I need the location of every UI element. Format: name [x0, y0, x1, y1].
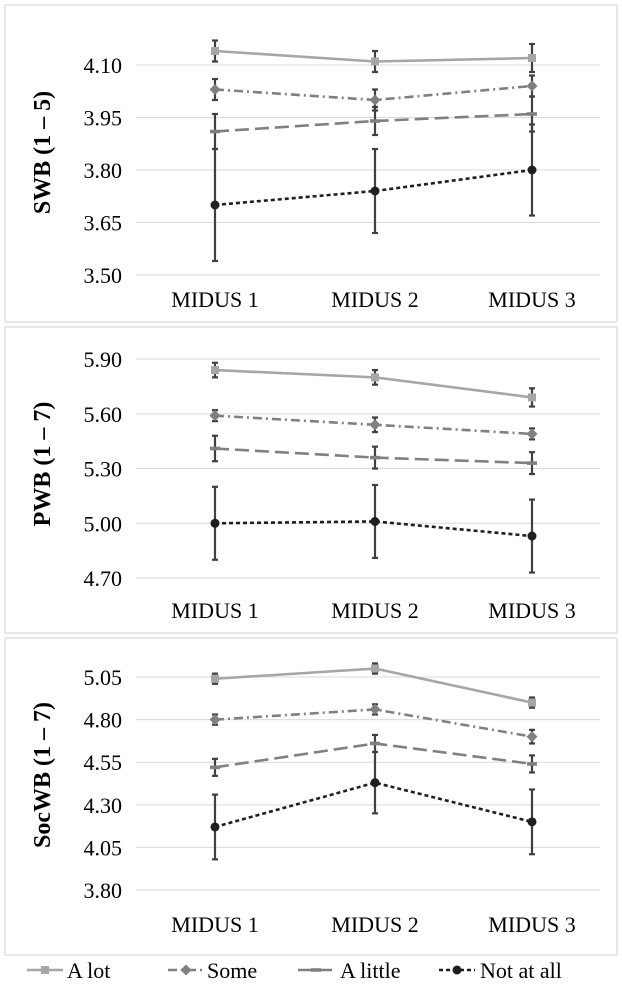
panel-2: 4.70 5.00 5.30 5.60 5.90 MIDUS 1 MIDUS 2 MIDUS …	[4, 326, 618, 634]
legend-item-some: Some	[168, 958, 257, 983]
data-point	[211, 366, 219, 375]
data-point	[209, 84, 221, 95]
legend-label: A lot	[67, 958, 110, 983]
data-point	[210, 129, 220, 134]
data-point	[369, 703, 381, 715]
y-tick-label: 5.60	[84, 402, 123, 427]
data-point	[210, 765, 220, 770]
data-point	[369, 419, 381, 431]
data-point	[211, 47, 219, 55]
series-not-at-all	[210, 123, 537, 263]
panel-frame	[4, 637, 618, 956]
data-point	[527, 817, 537, 827]
y-tick-label: 5.05	[84, 665, 123, 690]
series-a-lot	[211, 361, 536, 408]
y-tick-label: 3.80	[84, 158, 123, 183]
y-axis-title: SWB (1 – 5)	[30, 91, 56, 214]
y-tick-label: 4.30	[84, 793, 123, 818]
data-point	[370, 741, 380, 746]
y-tick-label: 4.80	[84, 708, 123, 733]
y-axis-title: PWB (1 – 7)	[30, 402, 56, 527]
legend-marker	[452, 965, 462, 975]
series-line	[214, 168, 533, 207]
series-line	[214, 781, 533, 829]
series-some	[209, 703, 538, 745]
y-tick-label: 3.50	[84, 263, 123, 288]
legend-item-not-at-all: Not at all	[439, 958, 562, 983]
panel-3: 3.80 4.05 4.30 4.55 4.80 5.05 MIDUS 1 MIDUS 2 MI…	[4, 637, 618, 956]
y-tick-label: 4.70	[84, 566, 123, 591]
y-axis-title: SocWB (1 – 7)	[30, 702, 56, 848]
data-point	[527, 112, 537, 116]
y-tick-label: 3.95	[84, 106, 123, 131]
series-a-little	[210, 95, 537, 151]
y-tick-label: 4.10	[84, 53, 123, 78]
data-point	[528, 698, 536, 707]
data-point	[370, 516, 380, 526]
data-point	[371, 664, 379, 673]
series-not-at-all	[210, 750, 537, 861]
panel-frame	[4, 326, 618, 634]
data-point	[370, 186, 380, 196]
x-tick-label: MIDUS 2	[331, 287, 418, 312]
legend-marker	[311, 968, 321, 972]
y-tick-label: 5.00	[84, 511, 123, 536]
x-tick-label: MIDUS 1	[171, 287, 258, 312]
series-a-lot	[211, 662, 536, 709]
data-point	[371, 57, 379, 66]
series-a-little	[210, 434, 537, 476]
y-tick-label: 4.55	[84, 750, 123, 775]
data-point	[209, 714, 221, 726]
x-tick-label: MIDUS 3	[488, 598, 575, 623]
legend-label: A little	[340, 958, 401, 983]
y-tick-label: 3.65	[84, 211, 123, 236]
data-point	[371, 373, 379, 382]
panels: 3.50 3.65 3.80 3.95 4.10 MIDUS 1 MIDUS 2 MIDUS …	[4, 4, 618, 956]
series-a-lot	[211, 39, 536, 74]
data-point	[526, 80, 538, 92]
data-point	[527, 165, 537, 175]
panel-1: 3.50 3.65 3.80 3.95 4.10 MIDUS 1 MIDUS 2 MIDUS …	[4, 4, 618, 323]
legend-marker	[180, 964, 192, 976]
legend-item-a-lot: A lot	[27, 958, 110, 983]
data-point	[526, 428, 538, 440]
x-tick-label: MIDUS 2	[331, 598, 418, 623]
x-tick-label: MIDUS 3	[488, 287, 575, 312]
data-point	[370, 119, 380, 123]
legend-marker	[41, 966, 49, 974]
data-point	[210, 446, 220, 451]
legend-label: Not at all	[480, 958, 562, 983]
data-point	[527, 531, 537, 541]
legend-label: Some	[207, 958, 257, 983]
data-point	[210, 822, 220, 832]
y-tick-label: 3.80	[84, 878, 123, 903]
data-point	[369, 94, 381, 106]
series-not-at-all	[210, 483, 537, 574]
y-tick-label: 5.30	[84, 457, 123, 482]
legend-item-a-little: A little	[298, 958, 401, 983]
data-point	[527, 461, 537, 465]
data-point	[210, 200, 220, 210]
y-tick-label: 4.05	[84, 835, 123, 860]
x-tick-label: MIDUS 1	[171, 598, 258, 623]
x-tick-label: MIDUS 2	[331, 912, 418, 937]
data-point	[209, 410, 221, 422]
data-point	[528, 54, 536, 62]
data-point	[370, 455, 380, 460]
legend: A lot Some A little Not at all	[27, 958, 562, 983]
y-tick-label: 5.90	[84, 347, 123, 372]
data-point	[528, 393, 536, 402]
x-tick-label: MIDUS 1	[171, 912, 258, 937]
series-some	[209, 409, 538, 441]
data-point	[526, 731, 538, 743]
data-point	[527, 762, 537, 766]
data-point	[210, 518, 220, 528]
data-point	[370, 778, 380, 788]
x-tick-label: MIDUS 3	[488, 912, 575, 937]
data-point	[211, 674, 219, 683]
